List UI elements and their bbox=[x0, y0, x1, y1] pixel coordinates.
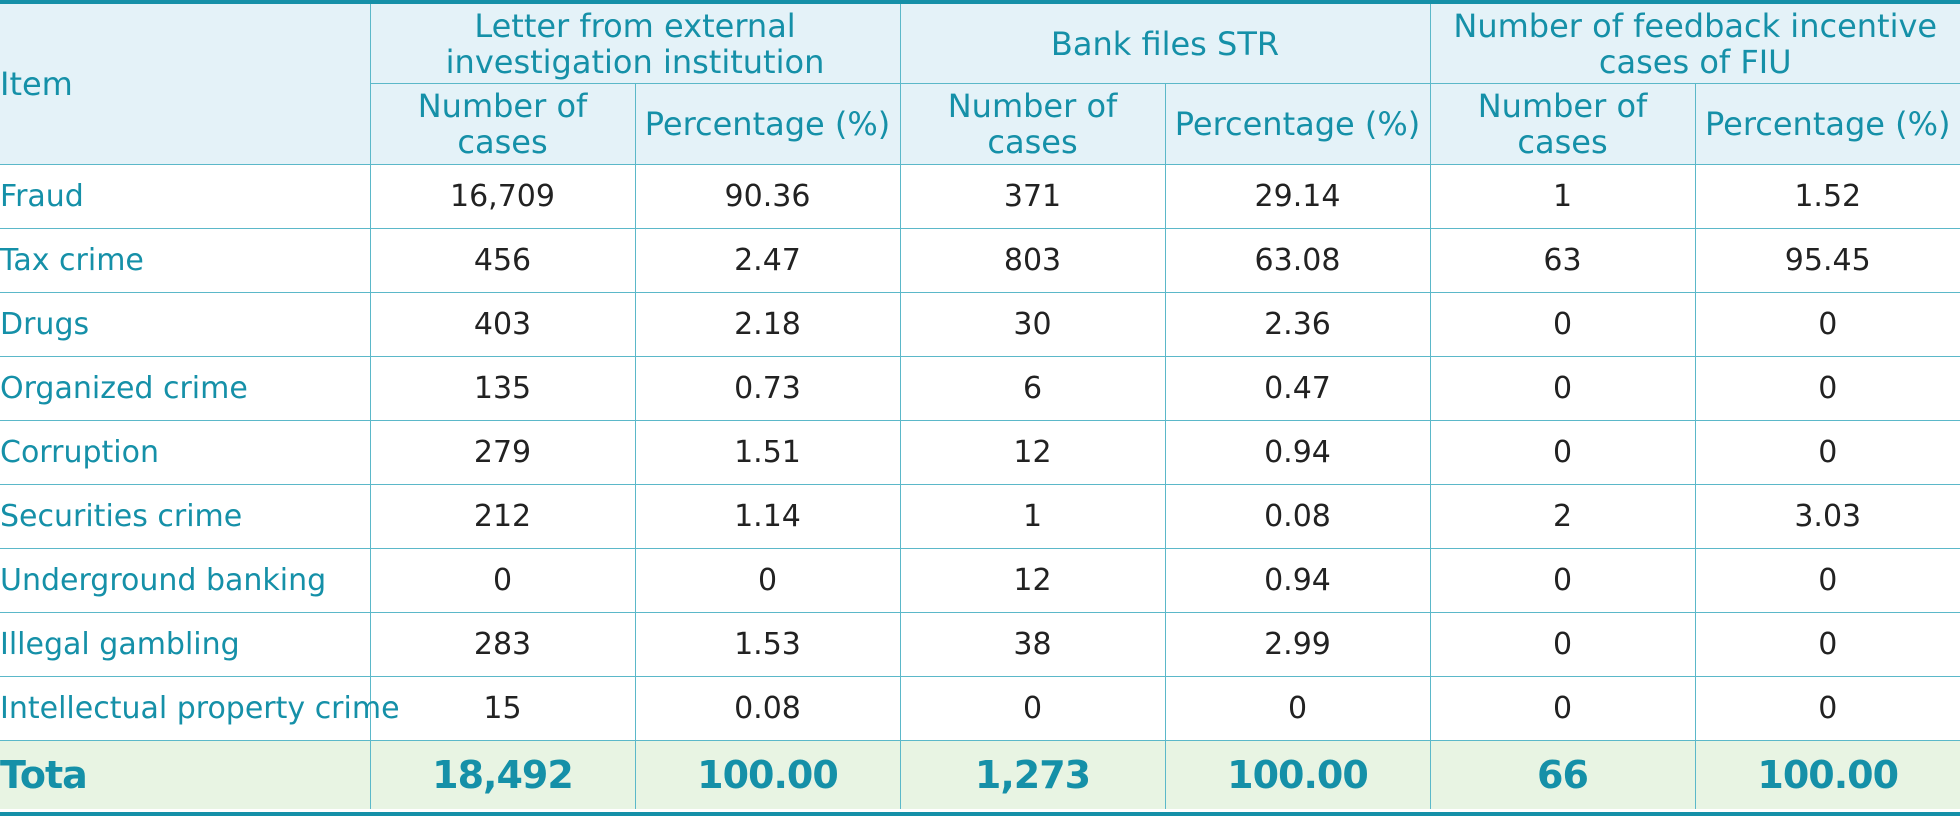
table-row: Intellectual property crime 15 0.08 0 0 … bbox=[0, 676, 1960, 741]
group-header-fiu-feedback: Number of feedback incentive cases of FI… bbox=[1429, 4, 1960, 84]
row-item-label: Tax crime bbox=[0, 228, 370, 293]
cell-value: 0.94 bbox=[1164, 548, 1430, 613]
cell-value: 29.14 bbox=[1164, 164, 1430, 229]
cell-value: 15 bbox=[369, 676, 635, 741]
cell-value: 0 bbox=[1429, 356, 1695, 421]
cell-value: 283 bbox=[369, 612, 635, 677]
cell-value: 803 bbox=[899, 228, 1165, 293]
total-label: Tota bbox=[0, 740, 370, 809]
cell-value: 279 bbox=[369, 420, 635, 485]
cell-value: 90.36 bbox=[634, 164, 900, 229]
cell-value: 63.08 bbox=[1164, 228, 1430, 293]
group-header-external-letter: Letter from external investigation insti… bbox=[369, 4, 900, 84]
table-header: Item Letter from external investigation … bbox=[0, 4, 1960, 165]
table-row: Fraud 16,709 90.36 371 29.14 1 1.52 bbox=[0, 164, 1960, 229]
cell-value: 2.18 bbox=[634, 292, 900, 357]
cell-value: 371 bbox=[899, 164, 1165, 229]
cell-value: 30 bbox=[899, 292, 1165, 357]
cell-value: 0 bbox=[1694, 420, 1960, 485]
table-row: Tax crime 456 2.47 803 63.08 63 95.45 bbox=[0, 228, 1960, 293]
cell-value: 1 bbox=[899, 484, 1165, 549]
total-value: 1,273 bbox=[899, 740, 1165, 809]
subheader-number-of-cases: Number of cases bbox=[369, 83, 635, 165]
cell-value: 0.73 bbox=[634, 356, 900, 421]
cell-value: 0 bbox=[1694, 676, 1960, 741]
cell-value: 0 bbox=[1694, 356, 1960, 421]
cell-value: 1.14 bbox=[634, 484, 900, 549]
cell-value: 63 bbox=[1429, 228, 1695, 293]
item-column-header: Item bbox=[0, 4, 370, 165]
row-item-label: Organized crime bbox=[0, 356, 370, 421]
case-statistics-table: Item Letter from external investigation … bbox=[0, 4, 1960, 809]
cell-value: 0 bbox=[1429, 548, 1695, 613]
cell-value: 1 bbox=[1429, 164, 1695, 229]
table-row: Illegal gambling 283 1.53 38 2.99 0 0 bbox=[0, 612, 1960, 677]
cell-value: 1.51 bbox=[634, 420, 900, 485]
cell-value: 2 bbox=[1429, 484, 1695, 549]
cell-value: 0 bbox=[1164, 676, 1430, 741]
subheader-percentage: Percentage (%) bbox=[1694, 83, 1960, 165]
cell-value: 2.36 bbox=[1164, 292, 1430, 357]
subheader-number-of-cases: Number of cases bbox=[1429, 83, 1695, 165]
row-item-label: Underground banking bbox=[0, 548, 370, 613]
cell-value: 6 bbox=[899, 356, 1165, 421]
cell-value: 0 bbox=[1429, 292, 1695, 357]
cell-value: 0 bbox=[1429, 676, 1695, 741]
table-body: Fraud 16,709 90.36 371 29.14 1 1.52 Tax … bbox=[0, 164, 1960, 809]
cell-value: 135 bbox=[369, 356, 635, 421]
cell-value: 1.52 bbox=[1694, 164, 1960, 229]
table-row: Corruption 279 1.51 12 0.94 0 0 bbox=[0, 420, 1960, 485]
row-item-label: Drugs bbox=[0, 292, 370, 357]
cell-value: 0 bbox=[634, 548, 900, 613]
cell-value: 0 bbox=[899, 676, 1165, 741]
row-item-label: Intellectual property crime bbox=[0, 676, 400, 741]
cell-value: 12 bbox=[899, 548, 1165, 613]
table-row: Securities crime 212 1.14 1 0.08 2 3.03 bbox=[0, 484, 1960, 549]
cell-value: 95.45 bbox=[1694, 228, 1960, 293]
total-value: 66 bbox=[1429, 740, 1695, 809]
cell-value: 456 bbox=[369, 228, 635, 293]
cell-value: 0.08 bbox=[634, 676, 900, 741]
row-item-label: Corruption bbox=[0, 420, 370, 485]
cell-value: 0.08 bbox=[1164, 484, 1430, 549]
subheader-percentage: Percentage (%) bbox=[634, 83, 900, 165]
cell-value: 12 bbox=[899, 420, 1165, 485]
cell-value: 403 bbox=[369, 292, 635, 357]
cell-value: 16,709 bbox=[369, 164, 635, 229]
cell-value: 2.47 bbox=[634, 228, 900, 293]
cell-value: 0 bbox=[1429, 420, 1695, 485]
subheader-percentage: Percentage (%) bbox=[1164, 83, 1430, 165]
row-item-label: Securities crime bbox=[0, 484, 370, 549]
total-value: 100.00 bbox=[1694, 740, 1960, 809]
cell-value: 2.99 bbox=[1164, 612, 1430, 677]
cell-value: 0.94 bbox=[1164, 420, 1430, 485]
row-item-label: Illegal gambling bbox=[0, 612, 370, 677]
cell-value: 1.53 bbox=[634, 612, 900, 677]
total-value: 100.00 bbox=[634, 740, 900, 809]
cell-value: 0 bbox=[1429, 612, 1695, 677]
subheader-number-of-cases: Number of cases bbox=[899, 83, 1165, 165]
group-header-bank-str: Bank files STR bbox=[899, 4, 1430, 84]
total-value: 100.00 bbox=[1164, 740, 1430, 809]
cell-value: 3.03 bbox=[1694, 484, 1960, 549]
table-row: Underground banking 0 0 12 0.94 0 0 bbox=[0, 548, 1960, 613]
table-row: Drugs 403 2.18 30 2.36 0 0 bbox=[0, 292, 1960, 357]
cell-value: 0 bbox=[1694, 292, 1960, 357]
cell-value: 0 bbox=[1694, 612, 1960, 677]
cell-value: 0 bbox=[369, 548, 635, 613]
row-item-label: Fraud bbox=[0, 164, 370, 229]
cell-value: 212 bbox=[369, 484, 635, 549]
cell-value: 0 bbox=[1694, 548, 1960, 613]
table-row: Organized crime 135 0.73 6 0.47 0 0 bbox=[0, 356, 1960, 421]
total-row: Tota 18,492 100.00 1,273 100.00 66 100.0… bbox=[0, 740, 1960, 809]
cell-value: 38 bbox=[899, 612, 1165, 677]
total-value: 18,492 bbox=[369, 740, 635, 809]
cell-value: 0.47 bbox=[1164, 356, 1430, 421]
